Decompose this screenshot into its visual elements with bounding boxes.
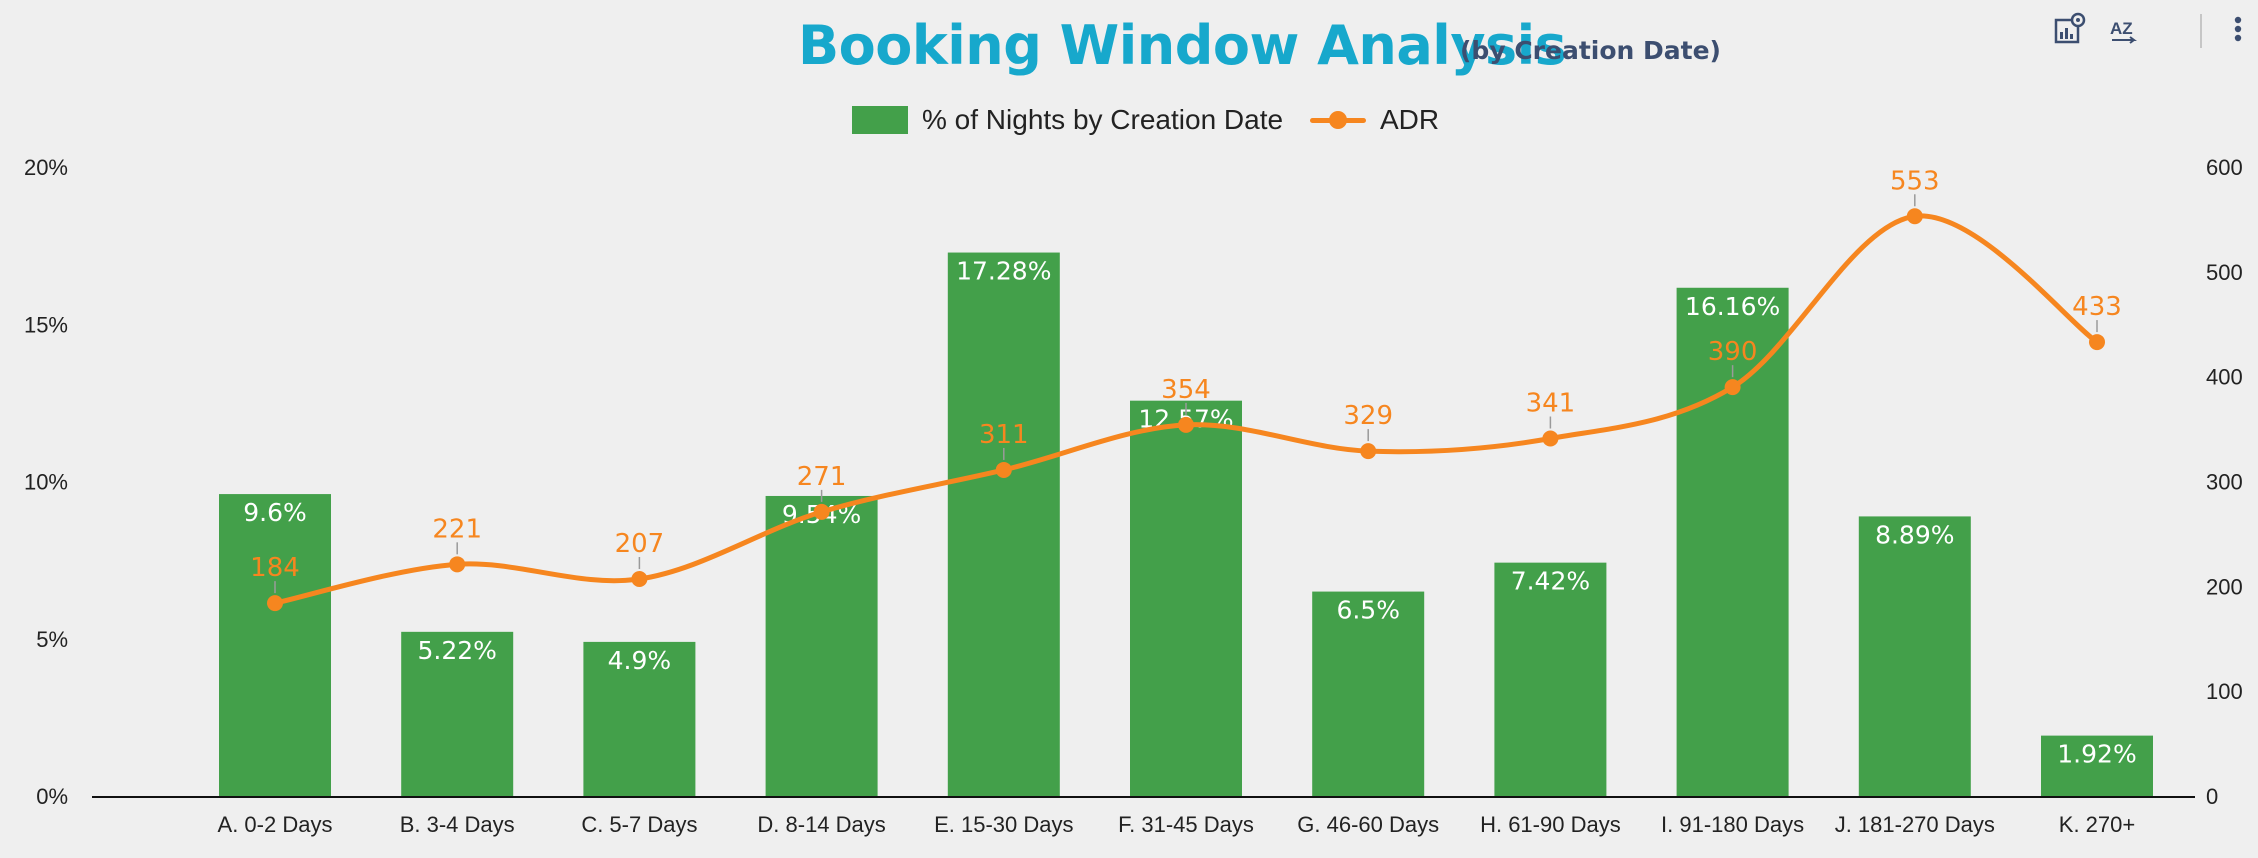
more-vert-icon[interactable] — [2218, 8, 2258, 52]
bar — [1494, 562, 1607, 796]
x-tick-label: K. 270+ — [2059, 812, 2135, 837]
legend-item-bars[interactable]: % of Nights by Creation Date — [852, 98, 1283, 142]
y-right-tick-label: 300 — [2206, 470, 2243, 495]
line-point — [1542, 430, 1559, 447]
bar — [219, 494, 331, 796]
bar — [1858, 516, 1971, 796]
y-right-tick-label: 600 — [2206, 155, 2243, 180]
legend-label-line: ADR — [1380, 104, 1440, 135]
legend-label-bars: % of Nights by Creation Date — [922, 104, 1284, 135]
bar — [1130, 400, 1242, 796]
x-tick-label: G. 46-60 Days — [1297, 812, 1439, 837]
x-tick-label: B. 3-4 Days — [400, 812, 515, 837]
line-point — [813, 503, 830, 520]
y-right-tick-label: 200 — [2206, 574, 2243, 599]
bar — [2041, 735, 2153, 796]
y-left-tick-label: 10% — [24, 470, 68, 495]
line-point — [995, 461, 1012, 478]
line-data-label: 271 — [797, 462, 847, 492]
y-right-tick-label: 400 — [2206, 365, 2243, 390]
line-point — [1724, 379, 1741, 396]
chart-settings-icon[interactable] — [2048, 8, 2088, 52]
bar-data-label: 1.92% — [2057, 740, 2136, 769]
line-data-label: 311 — [979, 420, 1029, 450]
line-data-label: 329 — [1343, 401, 1393, 431]
bar-data-label: 7.42% — [1511, 567, 1590, 596]
y-left-tick-label: 0% — [36, 784, 68, 809]
line-data-label: 354 — [1161, 375, 1211, 405]
line-point — [267, 595, 283, 612]
sort-az-text: AZ — [2110, 19, 2133, 38]
bar-data-label: 6.5% — [1336, 596, 1400, 625]
chart-title: Booking Window Analysis — [798, 14, 1567, 77]
bar-data-label: 4.9% — [608, 646, 672, 675]
line-data-label: 341 — [1526, 389, 1576, 419]
y-right-tick-label: 0 — [2206, 784, 2218, 809]
line-point — [1906, 208, 1923, 225]
line-point — [449, 556, 466, 573]
bar — [401, 631, 514, 796]
line-data-label: 221 — [432, 514, 482, 544]
x-tick-label: A. 0-2 Days — [218, 812, 333, 837]
line-data-label: 553 — [1890, 166, 1940, 196]
legend-item-line[interactable]: ADR — [1310, 98, 1439, 142]
x-tick-label: E. 15-30 Days — [934, 812, 1073, 837]
legend-line-swatch — [1310, 106, 1366, 134]
line-data-label: 390 — [1708, 337, 1758, 367]
toolbar-divider — [2200, 14, 2202, 48]
x-tick-label: D. 8-14 Days — [757, 812, 885, 837]
y-right-tick-label: 100 — [2206, 679, 2243, 704]
x-tick-label: J. 181-270 Days — [1835, 812, 1995, 837]
adr-line — [274, 213, 2099, 606]
line-point — [1360, 443, 1377, 460]
y-left-tick-label: 15% — [24, 312, 68, 337]
y-right-tick-label: 500 — [2206, 260, 2243, 285]
chart-legend: % of Nights by Creation Date ADR — [0, 98, 2258, 142]
y-left-tick-label: 5% — [36, 627, 68, 652]
y-left-tick-label: 20% — [24, 155, 68, 180]
x-tick-label: C. 5-7 Days — [581, 812, 697, 837]
bar — [765, 495, 878, 796]
chart-toolbar: AZ — [2028, 8, 2258, 52]
sort-az-icon[interactable]: AZ — [2104, 8, 2144, 52]
bar-data-label: 8.89% — [1875, 520, 1954, 549]
line-data-label: 433 — [2072, 292, 2122, 322]
bar — [583, 641, 696, 796]
bar-data-label: 5.22% — [417, 636, 496, 665]
bar-data-label: 16.16% — [1685, 292, 1780, 321]
bar — [947, 252, 1060, 796]
x-tick-label: H. 61-90 Days — [1480, 812, 1621, 837]
line-point — [2089, 334, 2105, 351]
bar-data-label: 9.6% — [243, 498, 307, 527]
legend-bar-swatch — [852, 106, 908, 134]
x-tick-label: I. 91-180 Days — [1661, 812, 1804, 837]
chart-header: Booking Window Analysis (by Creation Dat… — [0, 14, 2258, 86]
bar-data-label: 17.28% — [956, 257, 1051, 286]
line-point — [1178, 416, 1194, 433]
line-data-label: 184 — [250, 553, 300, 583]
x-tick-label: F. 31-45 Days — [1118, 812, 1254, 837]
line-data-label: 207 — [615, 529, 665, 559]
bar — [1312, 591, 1425, 796]
chart-subtitle: (by Creation Date) — [1460, 36, 1721, 65]
line-point — [631, 570, 648, 587]
